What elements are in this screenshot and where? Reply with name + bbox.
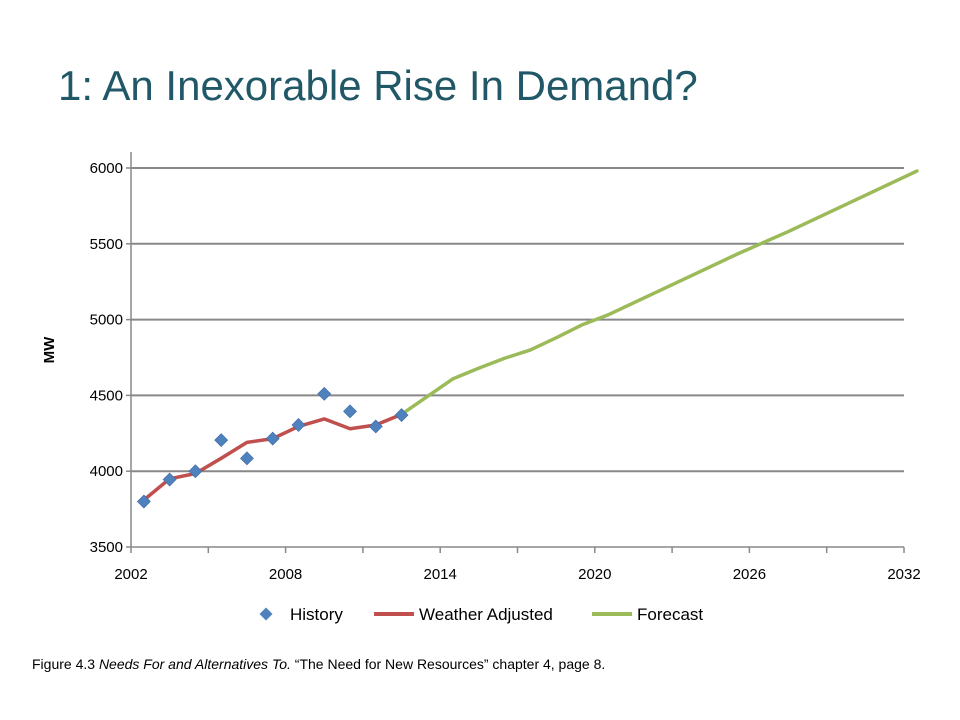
x-tick-label-2002: 2002 — [114, 566, 147, 583]
caption-suffix: “The Need for New Resources” chapter 4, … — [290, 656, 606, 672]
legend-label-weather-adjusted: Weather Adjusted — [419, 605, 553, 624]
y-tick-label-5000: 5000 — [90, 312, 123, 329]
y-tick-label-6000: 6000 — [90, 160, 123, 177]
history-point — [188, 464, 203, 479]
history-point — [265, 431, 280, 446]
y-tick-label-4000: 4000 — [90, 463, 123, 480]
x-tick-label-2032: 2032 — [887, 566, 920, 583]
x-tick-label-2020: 2020 — [578, 566, 611, 583]
history-point — [343, 404, 357, 419]
forecast-line — [399, 169, 919, 417]
y-tick-label-4500: 4500 — [90, 387, 123, 404]
x-tick-label-2026: 2026 — [733, 566, 766, 583]
x-tick-label-2008: 2008 — [269, 566, 302, 583]
x-tick-labels: 2002 2008 2014 2020 2026 2032 — [114, 566, 920, 583]
y-tick-label-5500: 5500 — [90, 236, 123, 253]
x-tick-label-2014: 2014 — [424, 566, 457, 583]
legend-swatch-history — [259, 607, 273, 621]
caption-italic: Needs For and Alternatives To. — [98, 656, 291, 672]
demand-chart: 3500 4000 4500 5000 5500 6000 2002 2008 2014 202… — [41, 152, 921, 624]
history-point — [136, 494, 151, 509]
series-group — [136, 169, 919, 509]
y-tick-labels: 3500 4000 4500 5000 5500 6000 — [90, 160, 123, 556]
history-point — [291, 418, 306, 432]
series-history — [136, 386, 409, 509]
history-point — [240, 451, 254, 466]
history-point — [162, 472, 177, 487]
legend-item-forecast: Forecast — [592, 605, 703, 624]
history-point — [368, 419, 383, 434]
y-axis-label: MW — [41, 336, 58, 363]
legend-item-weather-adjusted: Weather Adjusted — [374, 605, 553, 624]
weather-adjusted-line — [142, 412, 404, 502]
page-title: 1: An Inexorable Rise In Demand? — [58, 62, 698, 109]
legend-label-history: History — [290, 605, 343, 624]
legend-label-forecast: Forecast — [637, 605, 703, 624]
history-point — [394, 408, 409, 423]
y-tick-label-3500: 3500 — [90, 539, 123, 556]
caption-prefix: Figure 4.3 — [32, 656, 99, 672]
gridlines — [131, 167, 904, 473]
legend: History Weather Adjusted Forecast — [259, 605, 703, 624]
figure-caption: Figure 4.3 Needs For and Alternatives To… — [32, 656, 605, 672]
series-forecast — [399, 169, 919, 417]
history-point — [214, 433, 229, 448]
history-point — [317, 386, 332, 401]
axes — [126, 152, 905, 553]
series-weather-adjusted — [142, 412, 404, 502]
legend-item-history: History — [259, 605, 343, 624]
